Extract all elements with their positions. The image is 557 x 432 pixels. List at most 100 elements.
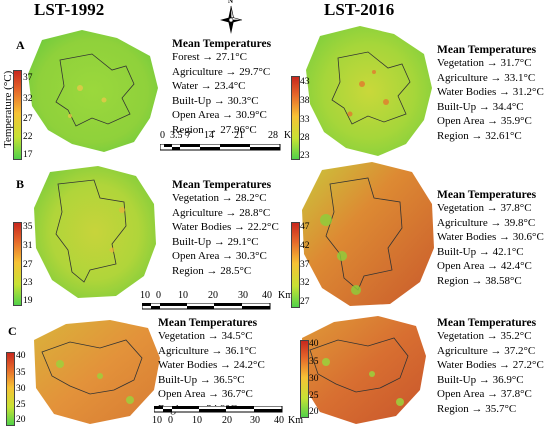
stat-line: Open Area → 37.8°C [437,388,532,401]
stat-line: Agriculture → 39.8°C [437,216,536,229]
scalebar-label: 21 [234,130,244,141]
legend-tick: 23 [300,151,310,161]
title-lst-2016: LST-2016 [324,0,395,19]
legend-tick: 33 [300,115,310,125]
stats-title: Mean Temperatures [172,38,272,50]
map-a-2016 [302,22,434,160]
scalebar-label: 40 [262,290,272,301]
scalebar-label: 14 [204,130,214,141]
legend-tick: 40 [309,339,319,349]
scalebar-label: 40 [274,415,284,426]
legend-tick: 35 [23,222,33,232]
legend-tick: 32 [300,278,310,288]
legend-tick: 27 [300,297,310,307]
mean-temps-a-2016: Mean Temperatures Vegetation → 31.7°C Ag… [437,44,544,144]
legend-tick: 31 [23,241,33,251]
stats-title: Mean Temperatures [437,189,537,201]
legend-tick: 42 [300,241,310,251]
mean-temps-b-2016: Mean Temperatures Vegetation → 37.8°C Ag… [437,189,544,289]
scalebar-label: 30 [238,290,248,301]
scalebar-label: 3.5 [170,130,183,141]
scalebar-unit: Km [278,290,293,301]
scalebar-b: 10 0 10 20 30 40 Km [140,290,300,318]
legend-tick: 38 [300,96,310,106]
scalebar-unit: Km [288,415,303,426]
scalebar-label: 10 [140,290,150,301]
legend-bar-b-1992 [13,222,22,306]
scalebar-label: 28 [268,130,278,141]
map-b-2016 [296,160,436,310]
legend-tick: 35 [309,357,319,367]
north-label: N [228,0,234,5]
stat-line: Vegetation → 35.2°C [437,330,532,342]
stat-line: Open Area → 42.4°C [437,260,532,273]
legend-tick: 17 [23,150,33,160]
legend-tick: 43 [300,77,310,87]
stat-line: Water Bodies → 31.2°C [437,86,544,99]
legend-tick: 22 [23,132,33,142]
legend-bar-c-1992 [6,352,15,426]
scalebar-label: 0 [168,415,173,426]
stats-title: Mean Temperatures [437,44,537,56]
stat-line: Vegetation → 34.5°C [158,330,253,342]
legend-tick: 32 [23,94,33,104]
stat-line: Open Area → 30.9°C [172,109,267,122]
scalebar-label: 20 [208,290,218,301]
stat-line: Water Bodies → 22.2°C [172,221,279,234]
map-c-2016 [298,314,428,426]
panel-label-a: A [16,38,25,52]
mean-temps-c-2016: Mean Temperatures Vegetation → 35.2°C Ag… [437,317,544,417]
legend-bar-b-2016 [291,222,300,308]
legend-tick: 40 [16,351,26,361]
stat-line: Agriculture → 28.8°C [172,206,271,219]
legend-bar-a-1992 [13,70,22,160]
stat-line: Region → 38.58°C [437,274,522,287]
legend-tick: 27 [23,114,33,124]
legend-tick: 20 [309,407,319,417]
stat-line: Water Bodies → 24.2°C [158,359,265,372]
stat-line: Open Area → 36.7°C [158,388,253,401]
stat-line: Region → 32.61°C [437,129,522,142]
stat-line: Region → 27.96°C [172,123,257,136]
stat-line: Forest → 27.1°C [172,51,247,63]
stat-line: Built-Up → 36.5°C [158,373,245,386]
legend-tick: 25 [309,391,319,401]
scalebar-a: 0 3.5 7 14 21 28 Km [160,130,310,160]
stat-line: Built-Up → 34.4°C [437,100,524,113]
legend-tick: 27 [23,260,33,270]
stat-line: Built-Up → 29.1°C [172,235,259,248]
map-b-1992 [28,164,160,302]
scalebar-label: 10 [152,415,162,426]
stat-line: Water Bodies → 30.6°C [437,231,544,244]
stat-line: Built-Up → 36.9°C [437,373,524,386]
stat-line: Open Area → 30.3°C [172,250,267,263]
stat-line: Built-Up → 42.1°C [437,245,524,258]
legend-tick: 30 [309,374,319,384]
stat-line: Vegetation → 31.7°C [437,57,532,69]
map-a-1992 [22,26,162,156]
scalebar-label: 10 [178,290,188,301]
legend-bar-a-2016 [291,76,300,160]
scalebar-label: 20 [222,415,232,426]
title-lst-1992: LST-1992 [34,0,105,19]
legend-tick: 30 [16,384,26,394]
legend-tick: 20 [16,415,26,425]
mean-temps-a-1992: Mean Temperatures Forest → 27.1°C Agricu… [172,38,271,138]
legend-tick: 19 [23,296,33,306]
stat-line: Agriculture → 33.1°C [437,71,536,84]
stat-line: Agriculture → 37.2°C [437,344,536,357]
legend-bar-c-2016 [300,340,309,418]
scalebar-label: 7 [186,130,191,141]
legend-tick: 47 [300,222,310,232]
scalebar-c: 10 0 10 20 30 40 Km [152,406,303,432]
map-c-1992 [30,318,162,426]
stat-line: Agriculture → 29.7°C [172,65,271,78]
panel-label-b: B [16,177,25,191]
stat-line: Region → 35.7°C [437,402,517,415]
stat-line: Vegetation → 37.8°C [437,202,532,214]
stats-title: Mean Temperatures [172,179,272,191]
legend-tick: 23 [23,278,33,288]
scalebar-label: 10 [192,415,202,426]
stats-title: Mean Temperatures [437,317,537,329]
stat-line: Built-Up → 30.3°C [172,94,259,107]
